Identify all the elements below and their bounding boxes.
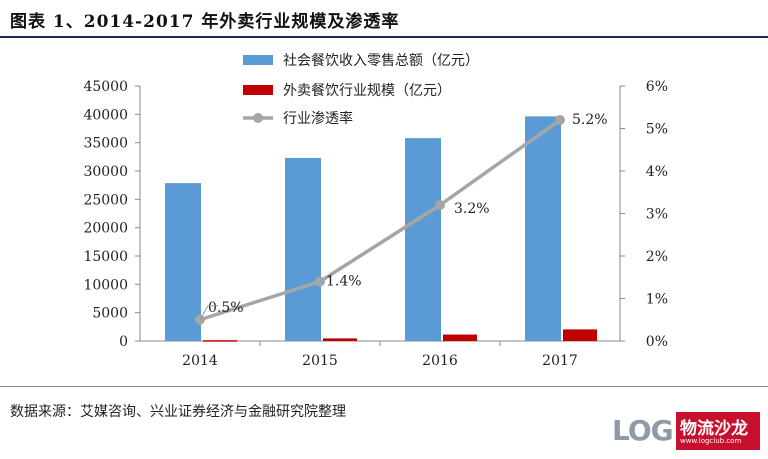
bar-retail-total — [285, 157, 321, 341]
penetration-point — [435, 200, 445, 210]
penetration-line — [199, 118, 562, 322]
y-right-tick-label: 4% — [646, 164, 668, 180]
y-left-tick-label: 30000 — [83, 164, 128, 180]
x-tick-label: 2014 — [182, 353, 218, 369]
penetration-label: 3.2% — [454, 201, 490, 217]
chart-title: 图表 1、2014-2017 年外卖行业规模及渗透率 — [10, 12, 400, 32]
logclub-logo: LOG 物流沙龙 www.logclub.com — [612, 410, 762, 454]
y-left-tick-label: 35000 — [83, 136, 128, 152]
y-left-tick-label: 15000 — [83, 249, 128, 265]
x-tick-label: 2016 — [422, 353, 458, 369]
label-leader-line — [199, 305, 218, 320]
legend-label-penetration: 行业渗透率 — [283, 110, 353, 127]
logo-cn: 物流沙龙 — [680, 419, 748, 439]
title-bar: 图表 1、2014-2017 年外卖行业规模及渗透率 — [0, 0, 768, 38]
bar-takeout-scale — [203, 340, 237, 342]
bar-takeout-scale — [563, 329, 597, 341]
bar-retail-total — [525, 116, 561, 341]
y-right-tick-label: 2% — [646, 249, 668, 265]
penetration-label: 5.2% — [572, 112, 608, 128]
source-note: 数据来源：艾媒咨询、兴业证券经济与金融研究院整理 — [10, 404, 346, 420]
legend-swatch-takeout — [243, 85, 273, 95]
bar-takeout-scale — [323, 338, 357, 341]
logo-latin: LOG — [612, 414, 674, 447]
y-right-tick-label: 1% — [646, 292, 668, 308]
y-left-tick-label: 20000 — [83, 221, 128, 237]
y-left-tick-label: 25000 — [83, 192, 128, 208]
legend-swatch-retail — [243, 55, 273, 65]
bar-retail-total — [165, 183, 201, 341]
legend-label-retail: 社会餐饮收入零售总额（亿元） — [283, 53, 479, 69]
penetration-point — [555, 115, 565, 125]
penetration-point — [315, 276, 325, 287]
bar-retail-total — [405, 138, 441, 341]
penetration-label: 1.4% — [326, 274, 362, 290]
x-tick-label: 2017 — [542, 353, 578, 369]
legend-marker-penetration — [253, 113, 263, 123]
y-right-tick-label: 6% — [646, 79, 668, 95]
logo-box — [676, 412, 760, 450]
y-left-tick-label: 45000 — [83, 79, 128, 95]
source-divider — [0, 386, 768, 387]
bar-takeout-scale — [443, 334, 477, 341]
x-tick-label: 2015 — [302, 353, 338, 369]
y-right-tick-label: 5% — [646, 122, 668, 138]
penetration-label: 0.5% — [208, 300, 244, 316]
y-left-tick-label: 5000 — [92, 306, 128, 322]
y-left-tick-label: 10000 — [83, 277, 128, 293]
y-left-tick-label: 40000 — [83, 107, 128, 123]
y-right-tick-label: 0% — [646, 334, 668, 350]
legend-label-takeout: 外卖餐饮行业规模（亿元） — [283, 83, 451, 99]
y-right-tick-label: 3% — [646, 207, 668, 223]
logo-sub: www.logclub.com — [680, 437, 742, 445]
chart: 0 5000 10000 15000 20000 25000 30000 35000 40000… — [83, 53, 668, 369]
y-left-tick-label: 0 — [119, 334, 128, 350]
